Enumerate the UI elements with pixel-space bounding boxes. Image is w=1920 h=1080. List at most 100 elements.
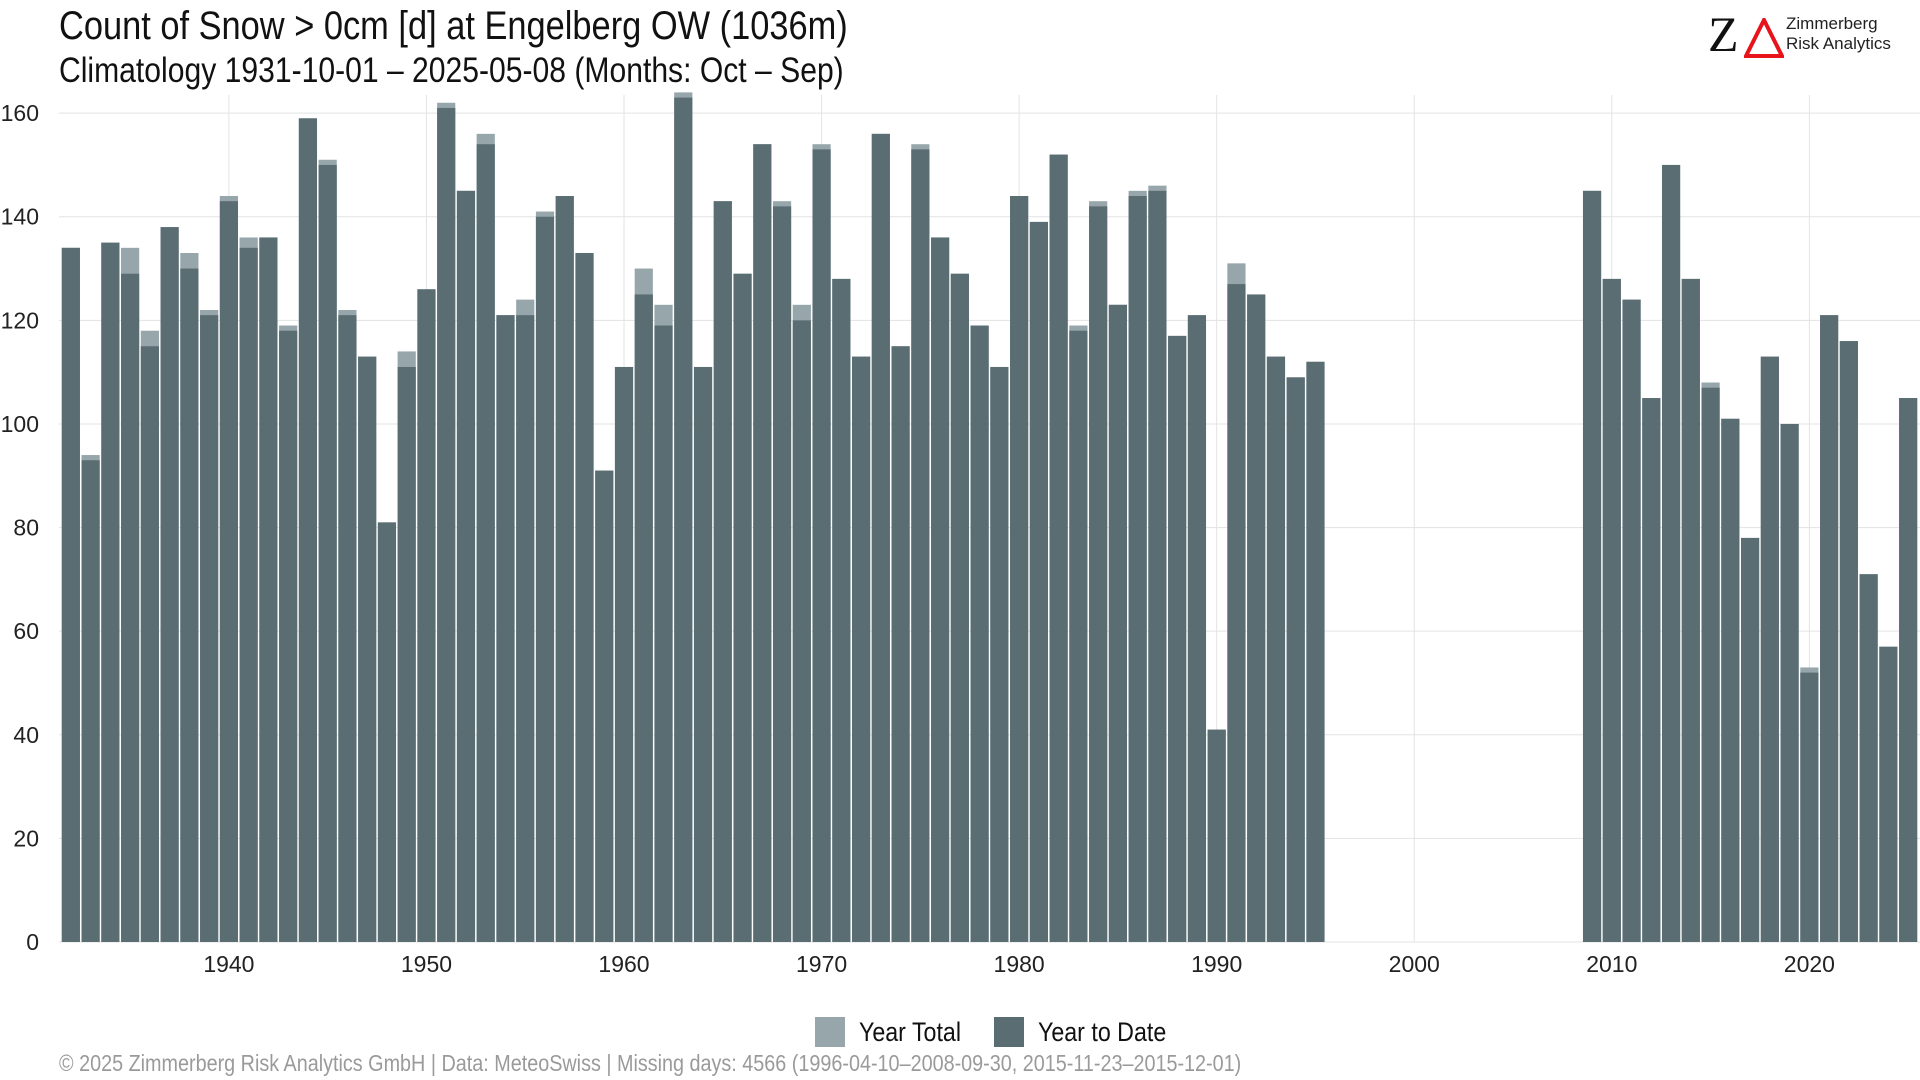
bar-year-to-date — [1820, 315, 1839, 942]
bar-year-to-date — [555, 196, 574, 943]
bar-year-to-date — [516, 315, 535, 942]
y-tick-label: 20 — [13, 825, 39, 851]
bar-year-to-date — [1800, 672, 1819, 942]
bar-year-to-date — [1247, 294, 1266, 942]
y-tick-label: 60 — [13, 618, 39, 644]
bar-year-to-date — [990, 366, 1009, 942]
legend-swatch-year-to-date — [993, 1017, 1024, 1047]
bar-year-to-date — [1582, 190, 1602, 943]
bar-year-to-date — [1089, 206, 1108, 942]
bar-year-to-date — [1642, 398, 1661, 942]
bar-year-to-date — [1622, 299, 1641, 942]
legend-item-year-total: Year Total — [815, 1017, 978, 1048]
bar-year-to-date — [911, 149, 930, 942]
chart-subtitle: Climatology 1931-10-01 – 2025-05-08 (Mon… — [59, 51, 844, 90]
bar-year-to-date — [1128, 196, 1147, 943]
x-tick-label: 1990 — [1191, 951, 1242, 977]
grid-lines — [59, 95, 1920, 943]
y-tick-label: 160 — [1, 100, 39, 126]
bar-year-to-date — [772, 206, 792, 942]
y-tick-label: 80 — [13, 515, 39, 541]
bar-year-to-date — [200, 315, 219, 942]
bar-year-to-date — [792, 320, 811, 942]
bar-year-to-date — [239, 247, 258, 942]
chart-legend: Year Total Year to Date — [815, 1016, 1187, 1048]
bar-year-to-date — [101, 242, 120, 942]
bar-year-to-date — [1069, 330, 1088, 942]
bar-year-to-date — [180, 268, 199, 943]
bar-year-to-date — [1029, 221, 1048, 943]
footer-caption: © 2025 Zimmerberg Risk Analytics GmbH | … — [59, 1050, 1242, 1076]
bar-year-to-date — [1681, 278, 1700, 942]
bar-year-to-date — [377, 522, 397, 942]
x-tick-label: 1980 — [994, 951, 1045, 977]
bar-year-to-date — [437, 107, 456, 943]
bar-year-to-date — [733, 273, 752, 943]
bar-year-to-date — [1879, 646, 1898, 942]
bar-year-to-date — [1721, 418, 1740, 943]
bar-year-to-date — [693, 366, 713, 942]
bar-year-to-date — [397, 366, 416, 942]
bar-year-to-date — [456, 190, 476, 943]
x-tick-label: 2000 — [1389, 951, 1440, 977]
bar-year-to-date — [338, 315, 357, 942]
bar-year-to-date — [476, 144, 495, 943]
bar-year-to-date — [1187, 315, 1207, 942]
bar-year-to-date — [1207, 729, 1226, 942]
logo-line-1: Zimmerberg — [1786, 14, 1878, 33]
bar-year-to-date — [1010, 196, 1029, 943]
bar-year-to-date — [318, 164, 337, 942]
bar-year-to-date — [279, 330, 298, 942]
bar-year-to-date — [812, 149, 831, 942]
bar-year-to-date — [61, 247, 80, 942]
legend-label-year-to-date: Year to Date — [1037, 1016, 1166, 1047]
x-axis-tick-labels: 1940 1950 1960 1970 1980 1990 2000 2010 2020 — [203, 951, 1835, 977]
y-tick-label: 140 — [1, 204, 39, 230]
bar-year-to-date — [1859, 574, 1878, 942]
x-tick-label: 1970 — [796, 951, 847, 977]
bar-year-to-date — [1741, 537, 1760, 942]
bar-year-to-date — [219, 201, 238, 942]
bar-year-to-date — [575, 253, 594, 942]
bar-year-to-date — [753, 144, 772, 943]
bar-year-to-date — [535, 216, 555, 943]
year-to-date-bars — [61, 97, 1918, 943]
bar-year-to-date — [950, 273, 969, 943]
bar-year-to-date — [496, 315, 515, 942]
bar-year-to-date — [595, 470, 614, 942]
legend-swatch-year-total — [815, 1017, 845, 1047]
bar-year-to-date — [1899, 398, 1918, 942]
bar-year-to-date — [1602, 278, 1621, 942]
company-logo: Z Zimmerberg Risk Analytics — [1708, 8, 1908, 60]
bar-year-to-date — [1760, 356, 1779, 942]
legend-label-year-total: Year Total — [859, 1016, 962, 1047]
bar-year-to-date — [931, 237, 950, 942]
bar-year-to-date — [713, 201, 732, 942]
bar-year-to-date — [1168, 335, 1187, 943]
y-tick-label: 100 — [1, 411, 39, 437]
y-tick-label: 40 — [13, 722, 39, 748]
bar-year-to-date — [891, 346, 910, 943]
x-tick-label: 1950 — [401, 951, 452, 977]
x-tick-label: 1960 — [598, 951, 649, 977]
bar-year-to-date — [259, 237, 278, 942]
bar-year-to-date — [160, 227, 179, 942]
bar-year-to-date — [634, 294, 653, 942]
bar-year-to-date — [358, 356, 377, 942]
logo-delta-icon — [1744, 18, 1784, 58]
bar-year-to-date — [1701, 387, 1720, 942]
bar-year-to-date — [674, 97, 693, 943]
bar-year-to-date — [1661, 164, 1681, 942]
bar-year-to-date — [654, 325, 673, 942]
logo-z-mark: Z — [1708, 6, 1739, 62]
bar-year-to-date — [81, 460, 100, 942]
bar-year-to-date — [417, 289, 436, 942]
bar-year-to-date — [871, 133, 890, 942]
y-tick-label: 120 — [1, 307, 39, 333]
bar-year-to-date — [970, 325, 989, 942]
bar-year-to-date — [1049, 154, 1068, 942]
bar-year-to-date — [614, 366, 634, 942]
y-axis-tick-labels: 0 20 40 60 80 100 120 140 160 — [1, 100, 39, 955]
bar-year-to-date — [1266, 356, 1286, 942]
logo-line-2: Risk Analytics — [1786, 34, 1891, 53]
